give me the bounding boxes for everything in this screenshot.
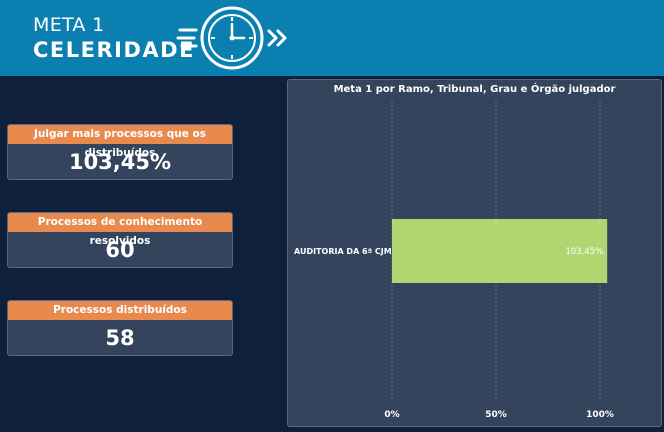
kpi-card-julgar: Julgar mais processos que os distribuído… bbox=[7, 124, 233, 180]
kpi-label: Processos distribuídos bbox=[8, 301, 232, 320]
bar bbox=[392, 219, 608, 283]
bar-chart: 0% 50% 100% AUDITORIA DA 6ª CJM 103,45% bbox=[294, 102, 614, 420]
kpi-value: 60 bbox=[105, 238, 135, 262]
kpi-label: Processos de conhecimento resolvidos bbox=[8, 213, 232, 247]
data-label: 103,45% bbox=[565, 247, 603, 257]
kpi-label: Julgar mais processos que os distribuído… bbox=[8, 125, 232, 159]
category-label: AUDITORIA DA 6ª CJM bbox=[294, 247, 392, 256]
meta-label: META 1 bbox=[33, 14, 105, 36]
header-banner: META 1 CELERIDADE bbox=[0, 0, 664, 76]
meta-title: CELERIDADE bbox=[33, 38, 195, 62]
kpi-value: 58 bbox=[105, 326, 135, 350]
x-tick-label: 0% bbox=[384, 410, 399, 420]
kpi-card-distribuidos: Processos distribuídos 58 bbox=[7, 300, 233, 356]
kpi-value: 103,45% bbox=[68, 150, 172, 174]
chart-panel[interactable]: Meta 1 por Ramo, Tribunal, Grau e Órgão … bbox=[287, 79, 662, 427]
chart-title: Meta 1 por Ramo, Tribunal, Grau e Órgão … bbox=[333, 84, 616, 95]
x-tick-label: 100% bbox=[586, 410, 614, 420]
x-tick-label: 50% bbox=[485, 410, 507, 420]
kpi-card-resolvidos: Processos de conhecimento resolvidos 60 bbox=[7, 212, 233, 268]
clock-icon bbox=[176, 4, 292, 72]
